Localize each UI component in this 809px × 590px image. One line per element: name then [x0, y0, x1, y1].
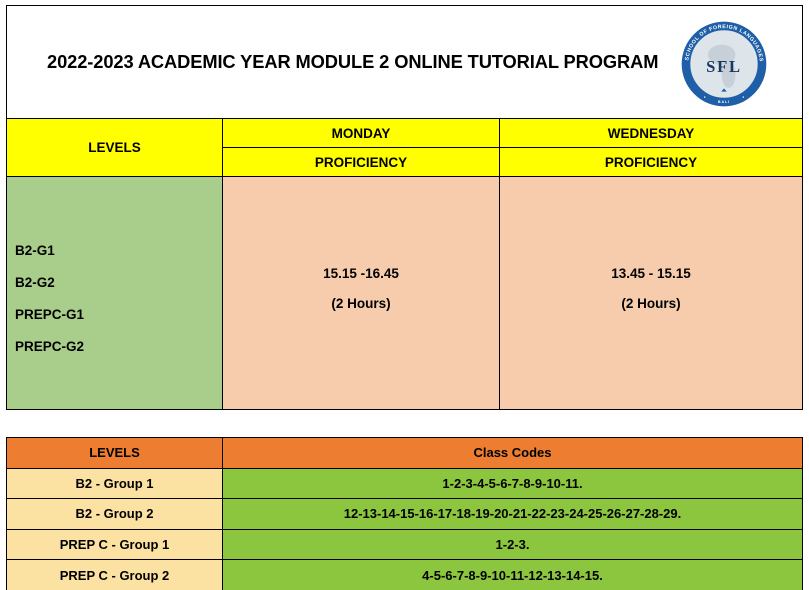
- svg-text:SFL: SFL: [706, 57, 742, 76]
- svg-text:BALI: BALI: [718, 100, 730, 104]
